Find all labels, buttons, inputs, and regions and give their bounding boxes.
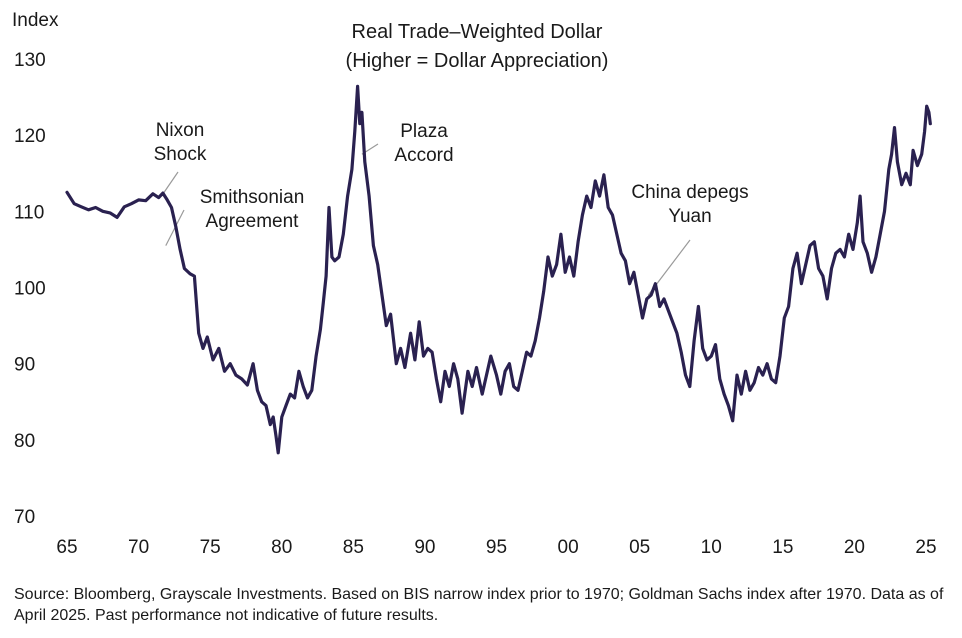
y-tick-label: 120 [14,126,46,147]
y-tick-label: 90 [14,355,35,376]
x-tick-label: 80 [271,537,292,558]
x-axis: 65 70 75 80 85 90 95 00 05 10 15 20 25 [56,537,936,558]
chart-subtitle: (Higher = Dollar Appreciation) [346,50,609,72]
x-tick-label: 85 [343,537,364,558]
x-tick-label: 15 [772,537,793,558]
y-tick-label: 130 [14,50,46,71]
y-tick-label: 80 [14,431,35,452]
plot-area [65,84,932,455]
y-axis-label: Index [12,10,59,31]
chart-title: Real Trade–Weighted Dollar [352,21,603,43]
annotation-label: Nixon [156,120,205,141]
source-note: Source: Bloomberg, Grayscale Investments… [14,586,944,624]
annotation-leader-line [160,171,179,197]
x-tick-label: 00 [558,537,579,558]
y-tick-label: 110 [14,202,44,223]
series-line [65,84,932,455]
x-tick-label: 20 [844,537,865,558]
x-tick-label: 75 [200,537,221,558]
annotation-label: Plaza [400,121,448,142]
annotation-label: Shock [154,144,207,165]
annotation-label: Yuan [668,206,711,227]
annotation-label: China depegs [631,182,748,203]
x-tick-label: 70 [128,537,149,558]
annotation-label: Accord [394,145,453,166]
annotations: Nixon Shock Smithsonian Agreement Plaza Accor… [154,120,749,296]
chart: Index Real Trade–Weighted Dollar (Higher… [12,10,937,558]
x-tick-label: 95 [486,537,507,558]
x-tick-label: 65 [56,537,77,558]
annotation-label: Smithsonian [200,187,305,208]
x-tick-label: 10 [701,537,722,558]
x-tick-label: 90 [414,537,435,558]
annotation-label: Agreement [206,211,300,232]
y-tick-label: 100 [14,279,46,300]
y-tick-label: 70 [14,507,35,528]
x-tick-label: 05 [629,537,650,558]
y-axis: 70 80 90 100 110 120 130 [14,50,46,528]
x-tick-label: 25 [915,537,936,558]
